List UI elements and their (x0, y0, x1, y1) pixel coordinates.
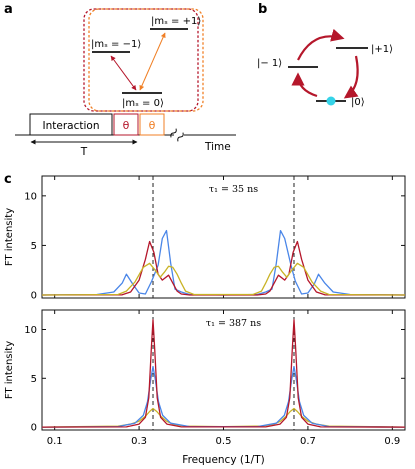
x-tick-label: 0.7 (300, 436, 316, 447)
pulse-2-block (139, 113, 165, 136)
y-tick-label: 0 (31, 423, 37, 434)
level-minus-one-label: |mₛ = −1⟩ (91, 39, 141, 50)
plot-tau-35ns: τ₁ = 35 ns FT intensity 0 5 10 (4, 175, 406, 302)
panel-label-b: b (258, 2, 267, 17)
x-tick-label: 0.3 (131, 436, 147, 447)
b-level-zero-label: |0⟩ (351, 97, 365, 108)
y-axis-label: FT intensity (4, 208, 15, 266)
panel-a-energy-diagram: |mₛ = +1⟩ |mₛ = −1⟩ |mₛ = 0⟩ (83, 8, 204, 112)
series-group (41, 229, 406, 296)
pulse-2-label: θ (149, 119, 156, 132)
x-tick-label: 0.1 (47, 436, 63, 447)
tau-annotation: τ₁ = 35 ns (209, 184, 258, 195)
series-line (41, 365, 406, 428)
interaction-label: Interaction (43, 120, 100, 132)
level-zero-label: |mₛ = 0⟩ (122, 98, 164, 109)
x-ticks: 0.1 0.3 0.5 0.7 0.9 (47, 310, 400, 447)
series-line (41, 262, 406, 296)
y-tick-label: 0 (31, 291, 37, 302)
x-axis-label: Frequency (1/T) (182, 454, 264, 466)
orange-transition-arrow (139, 32, 166, 91)
series-line (41, 407, 406, 428)
y-tick-label: 5 (31, 241, 37, 252)
period-label: T (80, 146, 88, 158)
b-level-plus-label: |+1⟩ (371, 44, 393, 55)
axis-break-gap (174, 127, 184, 143)
interaction-block (29, 113, 113, 136)
tau-annotation: τ₁ = 387 ns (206, 318, 261, 329)
plot-tau-387ns: τ₁ = 387 ns FT intensity Frequency (1/T)… (4, 309, 406, 466)
pulse-1-label: θ (123, 119, 130, 132)
series-line (41, 229, 406, 296)
pulse-1-block (113, 113, 139, 136)
series-line (41, 240, 406, 296)
level-plus-one-label: |mₛ = +1⟩ (151, 16, 201, 27)
y-ticks: 0 5 10 (24, 191, 405, 302)
x-tick-label: 0.5 (216, 436, 232, 447)
series-line (41, 319, 406, 428)
axis-break-mark (170, 128, 184, 142)
y-tick-label: 10 (24, 325, 37, 336)
series-group (41, 319, 406, 428)
y-tick-label: 5 (31, 374, 37, 385)
b-arrow-left (291, 72, 318, 98)
b-arrow-top (297, 28, 345, 61)
panel-b-diagram: |− 1⟩ |+1⟩ |0⟩ (257, 28, 393, 108)
time-label: Time (204, 141, 231, 153)
state-dot (326, 96, 336, 106)
b-arrow-right (343, 55, 359, 99)
panel-label-c: c (4, 172, 12, 187)
y-ticks: 0 5 10 (24, 325, 405, 434)
panel-label-a: a (4, 2, 13, 17)
x-tick-label: 0.9 (384, 436, 400, 447)
y-tick-label: 10 (24, 191, 37, 202)
panel-a-pulse-sequence: Interaction θ θ T Time (15, 113, 236, 158)
y-axis-label: FT intensity (4, 341, 15, 399)
orange-dashed-frame (88, 8, 204, 112)
red-transition-arrow (110, 55, 137, 91)
b-level-minus-label: |− 1⟩ (257, 58, 282, 69)
